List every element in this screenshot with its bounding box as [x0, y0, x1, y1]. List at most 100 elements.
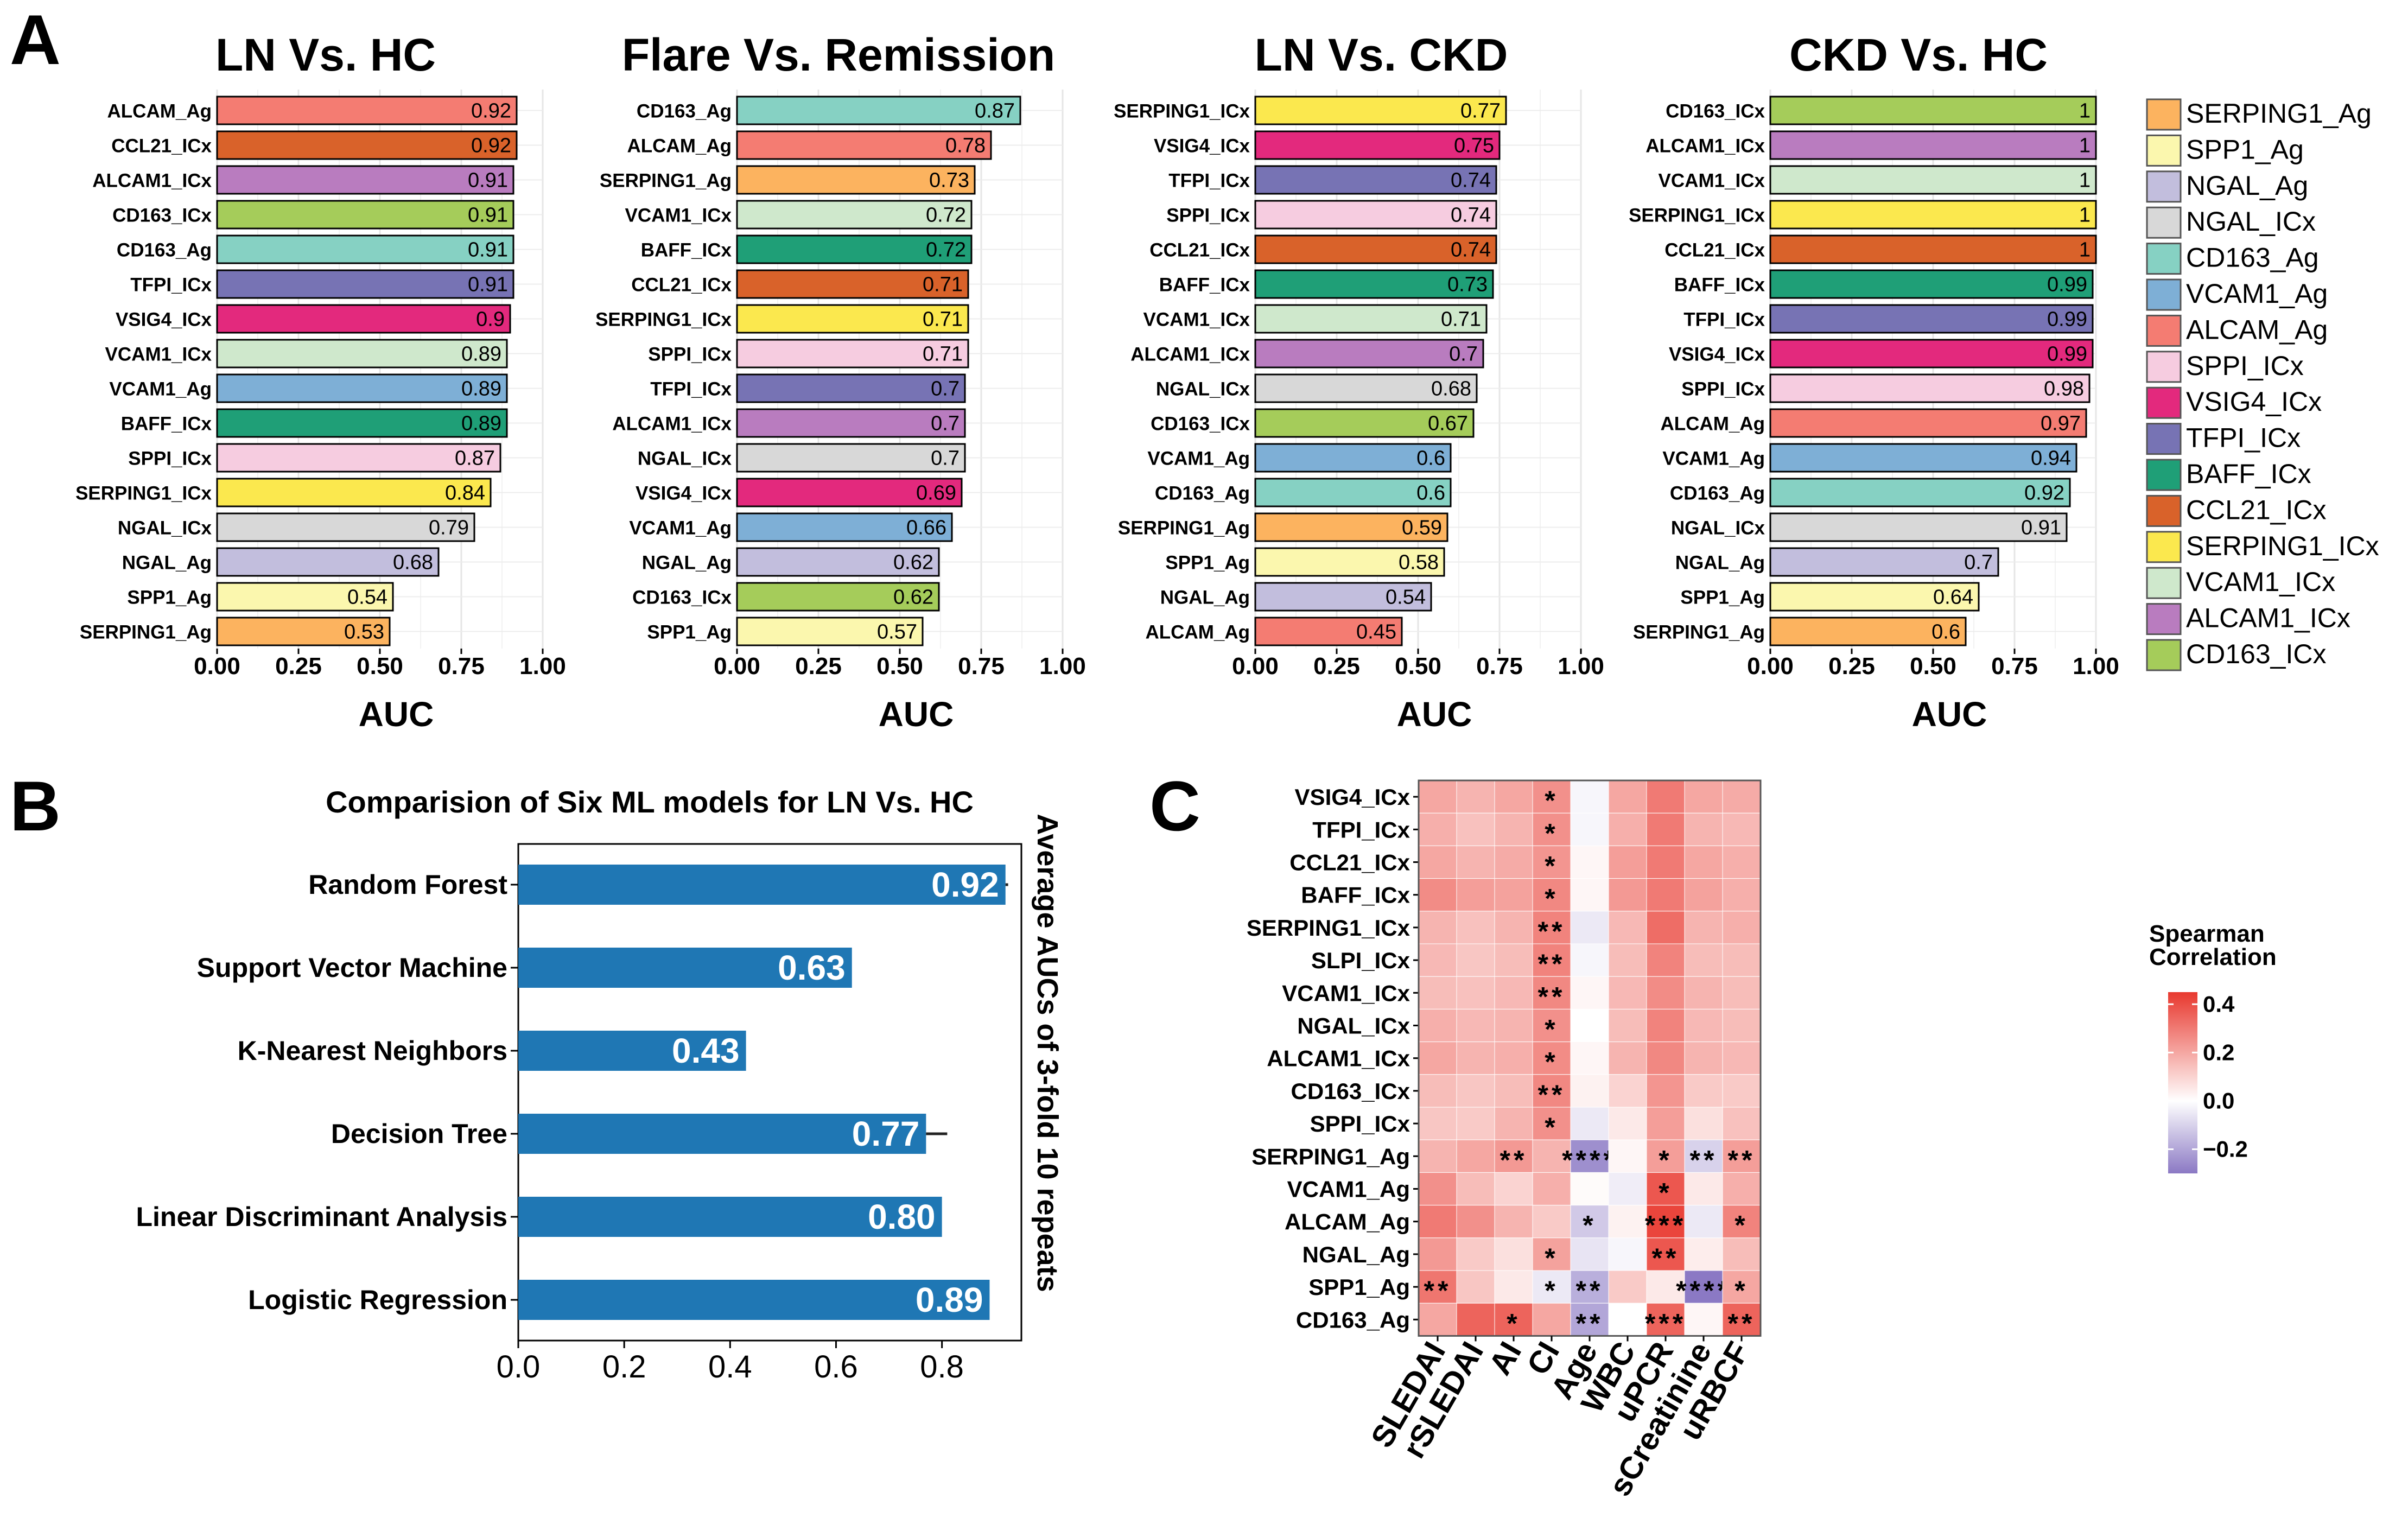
colorbar-tick-label: 0.2	[2203, 1039, 2234, 1065]
bar-serping1-icx	[736, 304, 969, 334]
y-axis-label: Average AUCs of 3-fold 10 repeats	[1031, 814, 1064, 1292]
heatmap-cell	[1456, 1237, 1495, 1271]
plot-frame	[517, 843, 1022, 1342]
legend-label: VCAM1_ICx	[2186, 567, 2335, 597]
x-tick-label: 0.6	[814, 1349, 858, 1385]
panel-labels: A B C	[10, 0, 1200, 846]
heatmap-cell	[1494, 1172, 1533, 1206]
significance-stars: ****	[1676, 1275, 1731, 1306]
category-label: ALCAM1_ICx	[1645, 136, 1765, 157]
heatmap-cell	[1570, 1172, 1609, 1206]
x-tick-label: 0.25	[1313, 653, 1360, 680]
row-label: CD163_Ag	[1296, 1307, 1410, 1332]
bar-value-label: 0.79	[429, 517, 469, 539]
bar-value-label: 0.91	[468, 274, 508, 296]
bar-serping1-icx	[216, 478, 492, 507]
x-tick-label: 0.50	[1395, 653, 1441, 680]
legend-swatch-alcam1-icx	[2146, 603, 2182, 636]
legend-swatch-alcam-ag	[2146, 314, 2182, 347]
heatmap-cell	[1456, 780, 1495, 814]
bar-value-label: 0.87	[975, 100, 1015, 123]
bar-value-label: 0.73	[1447, 274, 1488, 296]
heatmap-cell	[1684, 976, 1723, 1009]
chart-title: LN Vs. CKD	[1255, 29, 1508, 80]
category-label: NGAL_Ag	[1160, 587, 1250, 608]
heatmap-cell	[1418, 1303, 1457, 1336]
heatmap-cell	[1608, 780, 1647, 814]
heatmap-cell	[1418, 812, 1457, 846]
bar-value-label: 0.74	[1451, 169, 1491, 192]
bar-cd163-icx	[216, 200, 514, 230]
legend-swatch-sppi-icx	[2146, 351, 2182, 383]
heatmap-cell	[1608, 878, 1647, 912]
x-tick-label: 0.75	[958, 653, 1005, 680]
heatmap-cell	[1570, 943, 1609, 977]
colorbar-tick-label: 0.4	[2203, 991, 2235, 1017]
x-tick-label: 0.25	[275, 653, 322, 680]
significance-stars: *	[1545, 884, 1558, 914]
bar-value-label: 0.89	[461, 378, 501, 401]
heatmap-cell	[1646, 845, 1685, 879]
panel-c-correlation-heatmap: *VSIG4_ICx*TFPI_ICx*CCL21_ICx*BAFF_ICx**…	[1247, 779, 2277, 1502]
x-tick-label: 0.00	[194, 653, 240, 680]
significance-stars: **	[1538, 949, 1566, 979]
bar-sppi-icx	[736, 339, 969, 369]
panel-b-model-comparison: Comparision of Six ML models for LN Vs. …	[136, 785, 1064, 1385]
heatmap-cell	[1722, 878, 1761, 912]
significance-stars: *	[1545, 851, 1558, 881]
significance-stars: **	[1652, 1243, 1680, 1273]
bar-value-label: 0.62	[893, 586, 933, 609]
heatmap-cell	[1570, 911, 1609, 944]
category-label: SERPING1_ICx	[1114, 101, 1250, 122]
category-label: TFPI_ICx	[1683, 309, 1765, 331]
heatmap-cell	[1418, 780, 1457, 814]
auc-chart-ckd-vs-hc: CKD Vs. HC 1 CD163_ICx 1 ALCAM1_ICx 1 VCAM1_IC…	[1629, 29, 2119, 734]
x-tick-label: 0.2	[602, 1349, 646, 1385]
bar-serping1-icx	[1769, 200, 2097, 230]
heatmap-cell	[1608, 1172, 1647, 1206]
bar-value-label: 0.6	[1416, 482, 1445, 505]
bar-decision-tree	[518, 1114, 926, 1154]
bar-vsig4-icx	[216, 304, 511, 334]
legend-swatch-cd163-ag	[2146, 243, 2182, 275]
bar-alcam1-icx	[736, 408, 966, 438]
legend-label: CD163_Ag	[2186, 243, 2319, 273]
category-label: ALCAM_Ag	[107, 101, 212, 122]
legend-title-line1: Spearman	[2149, 920, 2265, 947]
bar-value-label: 0.62	[893, 551, 933, 574]
legend-label: ALCAM_Ag	[2186, 314, 2328, 345]
heatmap-cell	[1608, 976, 1647, 1009]
heatmap-cell	[1722, 1172, 1761, 1206]
bar-vcam1-icx	[736, 200, 973, 230]
x-tick-label: 0.4	[708, 1349, 752, 1385]
bar-alcam-ag	[1769, 408, 2087, 438]
heatmap-cell	[1418, 1042, 1457, 1075]
x-tick-label: 0.50	[876, 653, 923, 680]
bar-ngal-ag	[216, 547, 440, 577]
legend-swatch-ngal-ag	[2146, 170, 2182, 203]
bar-spp1-ag	[736, 617, 924, 646]
heatmap-cell	[1684, 1107, 1723, 1140]
significance-stars: *	[1734, 1275, 1748, 1306]
legend-swatch-ccl21-icx	[2146, 494, 2182, 527]
category-label: VSIG4_ICx	[1669, 344, 1765, 365]
bar-logistic-regression	[518, 1280, 990, 1320]
bar-sppi-icx	[1254, 200, 1497, 230]
heatmap-cell	[1532, 1042, 1571, 1075]
bar-ngal-icx	[1769, 512, 2068, 542]
bar-value-label: 0.6	[1416, 447, 1445, 470]
panel-a-auc-bar-charts: LN Vs. HC0.92ALCAM_Ag0.92CCL21_ICx0.91AL…	[75, 29, 2119, 734]
category-label: CD163_Ag	[1155, 483, 1250, 504]
significance-stars: ***	[1645, 1308, 1686, 1338]
x-tick-label: 0.00	[1232, 653, 1279, 680]
bar-value-label: 0.94	[2031, 447, 2071, 470]
heatmap-cell	[1722, 1008, 1761, 1043]
row-label: VSIG4_ICx	[1295, 784, 1411, 810]
heatmap-cell	[1608, 911, 1647, 944]
category-label: SERPING1_ICx	[75, 483, 212, 504]
category-label: NGAL_ICx	[1671, 518, 1765, 539]
category-label: CD163_Ag	[637, 101, 732, 122]
heatmap-cell	[1532, 911, 1571, 944]
bar-value-label: 0.89	[461, 412, 501, 435]
heatmap-cell	[1456, 1107, 1495, 1140]
